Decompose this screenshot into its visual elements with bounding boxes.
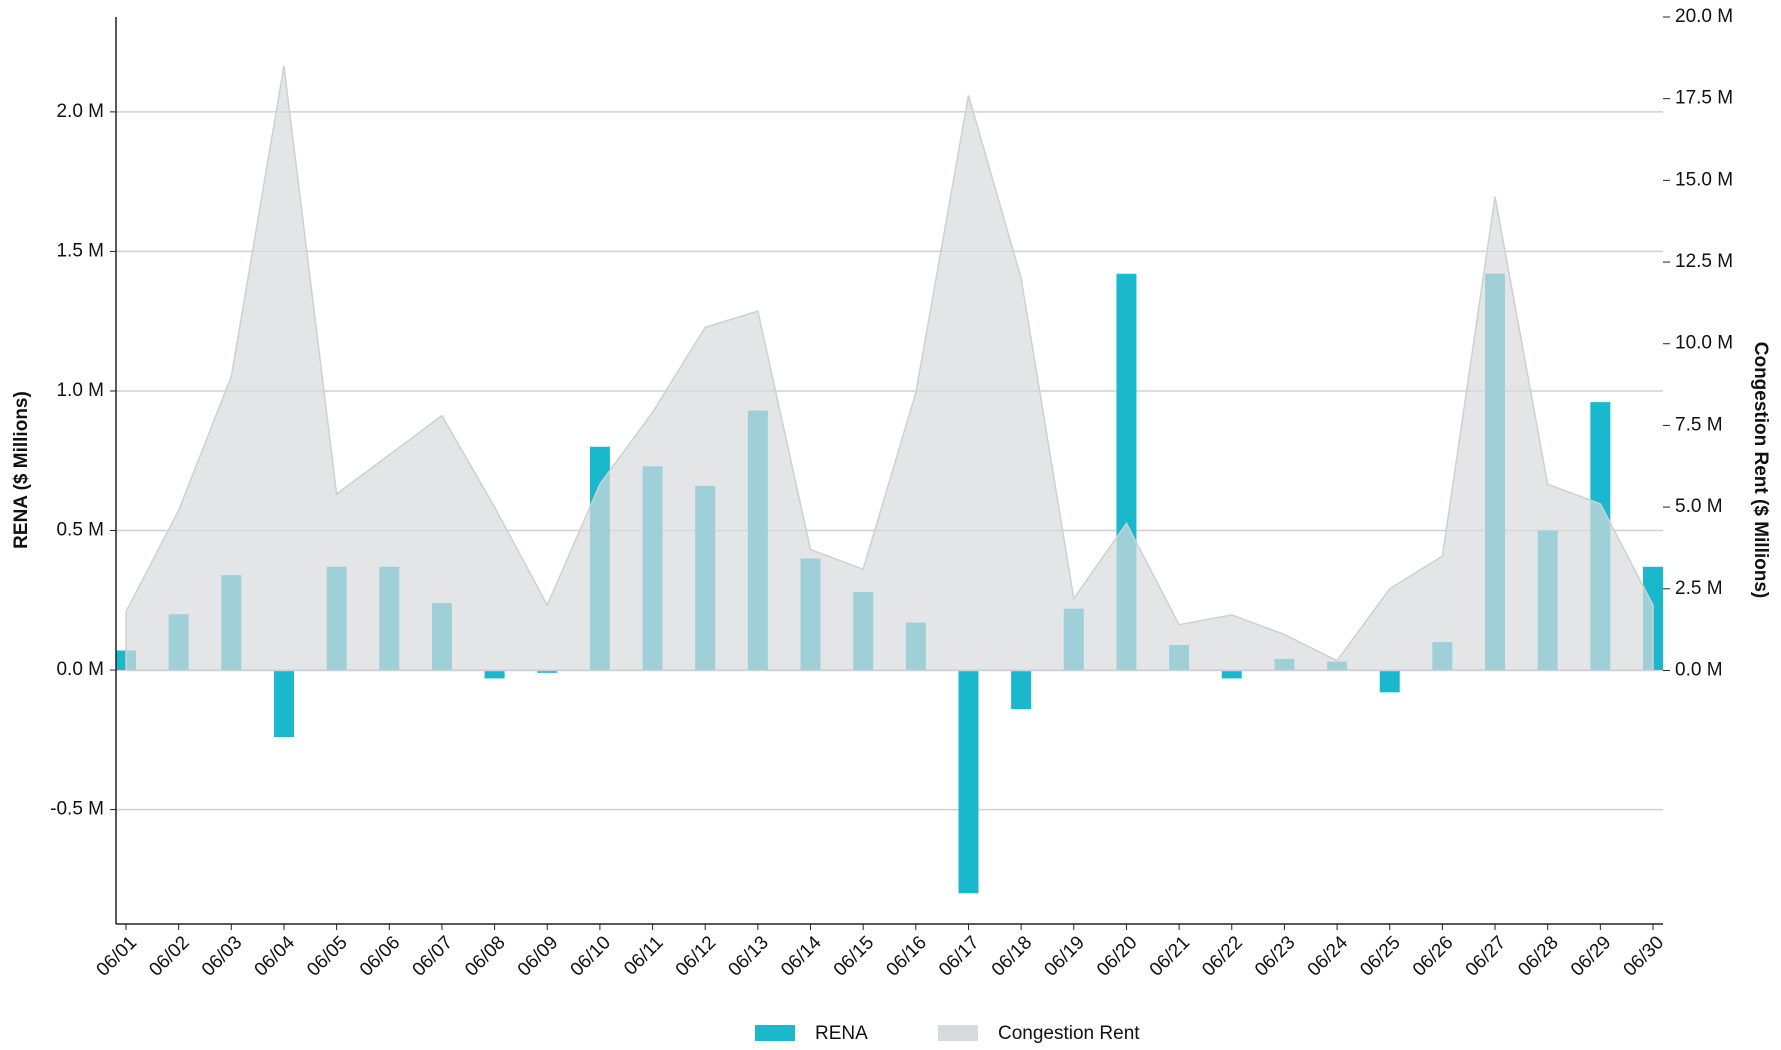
- x-tick-label: 06/06: [356, 932, 404, 980]
- x-tick-label: 06/17: [935, 932, 983, 980]
- y-tick-label: 0.0 M: [56, 659, 104, 680]
- x-tick-label: 06/02: [145, 932, 193, 980]
- y2-tick-label: 17.5 M: [1675, 88, 1733, 109]
- bar: [537, 670, 558, 673]
- x-tick-label: 06/07: [409, 932, 457, 980]
- bar: [958, 670, 979, 894]
- plot: [116, 65, 1663, 894]
- y-tick-label: 1.5 M: [56, 240, 104, 261]
- legend-label: RENA: [815, 1023, 868, 1044]
- y-axis-label: RENA ($ Millions): [11, 391, 32, 549]
- x-tick-label: 06/13: [724, 932, 772, 980]
- y-tick-label: 2.0 M: [56, 101, 104, 122]
- y2-axis-label: Congestion Rent ($ Millions): [1750, 342, 1771, 599]
- x-tick-label: 06/05: [303, 932, 351, 980]
- x-tick-label: 06/26: [1409, 932, 1457, 980]
- y-tick-label: 1.0 M: [56, 380, 104, 401]
- x-tick-label: 06/10: [567, 932, 615, 980]
- bar: [273, 670, 294, 738]
- area: [125, 65, 1654, 672]
- legend-swatch: [938, 1025, 978, 1041]
- x-tick-label: 06/30: [1620, 932, 1668, 980]
- x-tick-label: 06/18: [988, 932, 1036, 980]
- x-tick-label: 06/01: [93, 932, 141, 980]
- x-tick-label: 06/25: [1356, 932, 1404, 980]
- x-tick-label: 06/03: [198, 932, 246, 980]
- x-tick-label: 06/15: [830, 932, 878, 980]
- x-tick-label: 06/11: [620, 932, 667, 979]
- y2-tick-label: 12.5 M: [1675, 251, 1733, 272]
- y-tick-label: -0.5 M: [50, 799, 104, 820]
- x-tick-label: 06/04: [251, 932, 300, 981]
- y2-tick-label: 2.5 M: [1675, 578, 1723, 599]
- x-tick-label: 06/16: [882, 932, 930, 980]
- x-tick-label: 06/08: [461, 932, 509, 980]
- y2-tick-label: 5.0 M: [1675, 496, 1723, 517]
- x-tick-label: 06/28: [1514, 932, 1562, 980]
- y2-tick-label: 10.0 M: [1675, 333, 1733, 354]
- x-tick-label: 06/23: [1251, 932, 1299, 980]
- x-tick-label: 06/24: [1304, 932, 1353, 981]
- legend-label: Congestion Rent: [998, 1023, 1140, 1044]
- bar: [1379, 670, 1400, 693]
- x-tick-label: 06/20: [1093, 932, 1141, 980]
- bar: [1011, 670, 1032, 710]
- y2-tick-label: 15.0 M: [1675, 169, 1733, 190]
- x-tick-label: 06/27: [1462, 932, 1510, 980]
- y2-tick-label: 0.0 M: [1675, 659, 1723, 680]
- y2-tick-label: 7.5 M: [1675, 414, 1723, 435]
- y2-tick-label: 20.0 M: [1675, 6, 1733, 27]
- x-tick-label: 06/14: [777, 932, 826, 981]
- x-tick-label: 06/09: [514, 932, 562, 980]
- x-tick-label: 06/29: [1567, 932, 1615, 980]
- y-tick-label: 0.5 M: [56, 520, 104, 541]
- x-tick-label: 06/21: [1146, 932, 1194, 980]
- bar: [484, 670, 505, 679]
- x-tick-label: 06/22: [1198, 932, 1246, 980]
- x-tick-label: 06/12: [672, 932, 720, 980]
- bar: [1221, 670, 1242, 679]
- legend-swatch: [755, 1025, 795, 1041]
- x-tick-label: 06/19: [1040, 932, 1088, 980]
